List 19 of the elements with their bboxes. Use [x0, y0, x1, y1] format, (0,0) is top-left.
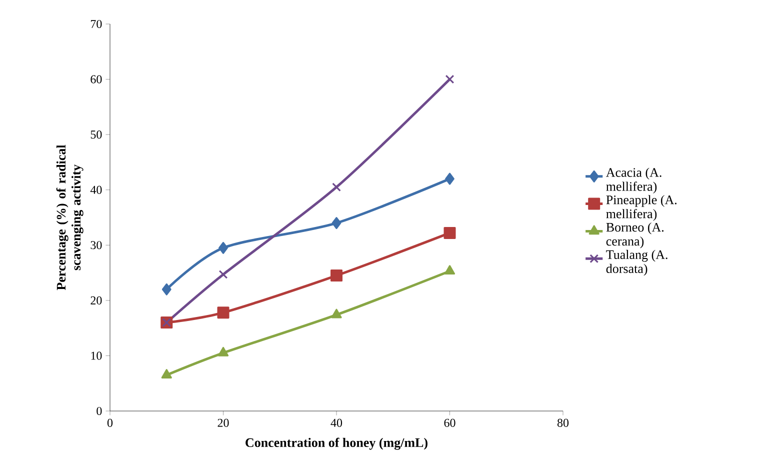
y-axis-title: Percentage (%) of radical scavenging activity	[56, 144, 84, 290]
y-tick-label: 60	[90, 75, 102, 84]
x-tick-label: 0	[107, 418, 113, 427]
x-tick-label: 20	[218, 418, 229, 427]
y-tick-label: 70	[90, 20, 102, 28]
y-tick-label: 30	[90, 241, 102, 250]
x-tick-label: 80	[557, 418, 569, 427]
legend-label: Tualang (A. dorsata)	[606, 250, 668, 276]
y-tick-label: 0	[96, 406, 102, 416]
y-tick-label: 10	[91, 352, 102, 360]
y-tick-label: 20	[90, 296, 102, 304]
x-axis-title: Concentration of honey (mg/mL)	[246, 438, 428, 450]
y-tick-label: 40	[90, 186, 102, 194]
legend-label: Pineapple (A. mellifera)	[606, 195, 677, 221]
y-tick-label: 50	[90, 130, 102, 139]
x-tick-label: 40	[330, 418, 342, 427]
legend-label: Acacia (A. mellifera)	[606, 168, 662, 194]
legend-label: Borneo (A. cerana)	[606, 222, 664, 248]
x-tick-label: 60	[444, 418, 456, 427]
